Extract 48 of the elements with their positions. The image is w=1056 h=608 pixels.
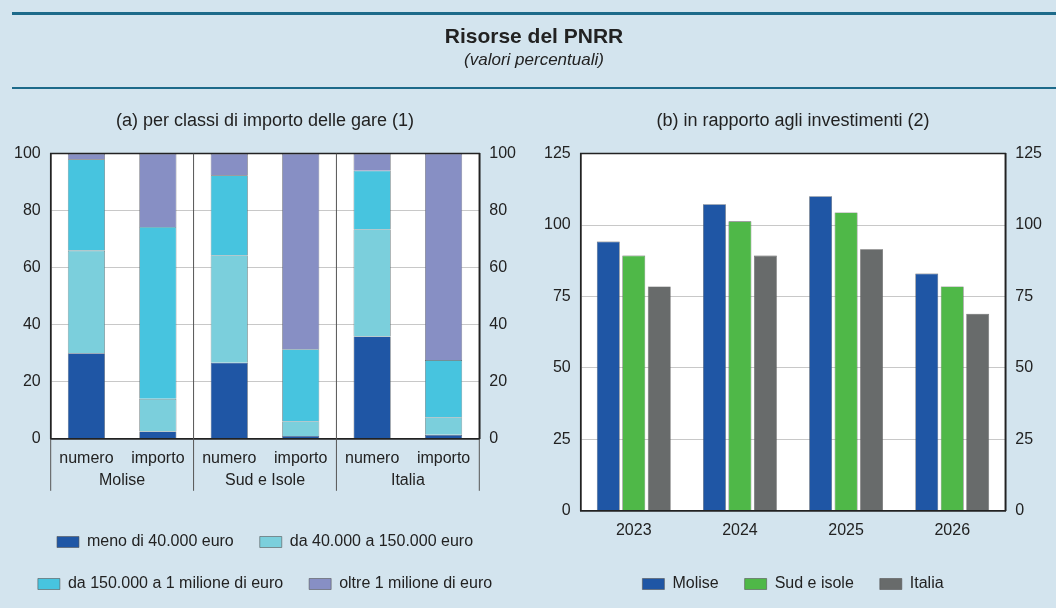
y-tick-label: 0 [31,429,41,447]
y2-tick-label: 50 [552,358,571,376]
y2-tick-label: 0 [561,501,571,519]
y2-tick-label: 25 [552,429,571,447]
y2-tick-label: 75 [552,286,571,304]
x-tick-label: 2023 [615,520,652,538]
legend-label: Molise [672,574,719,592]
x-tick-label: 2026 [934,520,971,538]
legend-label: Sud e isole [774,574,854,592]
legend-label: Italia [909,574,944,592]
x-tick-label: 2025 [828,520,864,538]
text: (valori percentuali) [463,50,605,70]
legend-label: oltre 1 milione di euro [339,574,493,592]
y-tick-label: 100 [1015,215,1043,233]
text: Sud e Isole [224,471,306,489]
y-tick-label: 100 [13,144,41,162]
y-tick-label: 60 [22,258,41,276]
text: Risorse del PNRR [443,24,625,48]
y-tick-label: 50 [1015,358,1034,376]
x-tick-label: numero [345,448,400,466]
y2-tick-label: 100 [489,144,517,162]
y-tick-label: 0 [1015,501,1025,519]
y2-tick-label: 80 [489,201,508,219]
x-tick-label: importo [274,448,328,466]
y-tick-label: 75 [1015,286,1034,304]
legend-label: da 40.000 a 150.000 euro [289,532,474,550]
y2-tick-label: 20 [489,372,508,390]
y-tick-label: 80 [22,201,41,219]
text: (a) per classi di importo delle gare (1) [115,109,415,130]
x-tick-label: 2024 [722,520,758,538]
x-tick-label: importo [416,448,471,466]
legend-label: meno di 40.000 euro [86,532,234,550]
y-tick-label: 125 [1015,144,1043,162]
y-tick-label: 25 [1015,429,1034,447]
y-tick-label: 40 [22,315,41,333]
y-tick-label: 20 [22,372,41,390]
y2-tick-label: 0 [489,429,499,447]
x-tick-label: numero [59,448,114,466]
y2-tick-label: 125 [543,144,571,162]
x-tick-label: numero [202,448,257,466]
legend-label: da 150.000 a 1 milione di euro [67,574,284,592]
text: Italia [390,471,425,489]
y2-tick-label: 40 [489,315,508,333]
y2-tick-label: 60 [489,258,508,276]
x-tick-label: importo [131,448,185,466]
chart-title: (b) in rapporto agli investimenti (2) [656,109,930,130]
text: Molise [99,471,146,489]
y2-tick-label: 100 [543,215,571,233]
